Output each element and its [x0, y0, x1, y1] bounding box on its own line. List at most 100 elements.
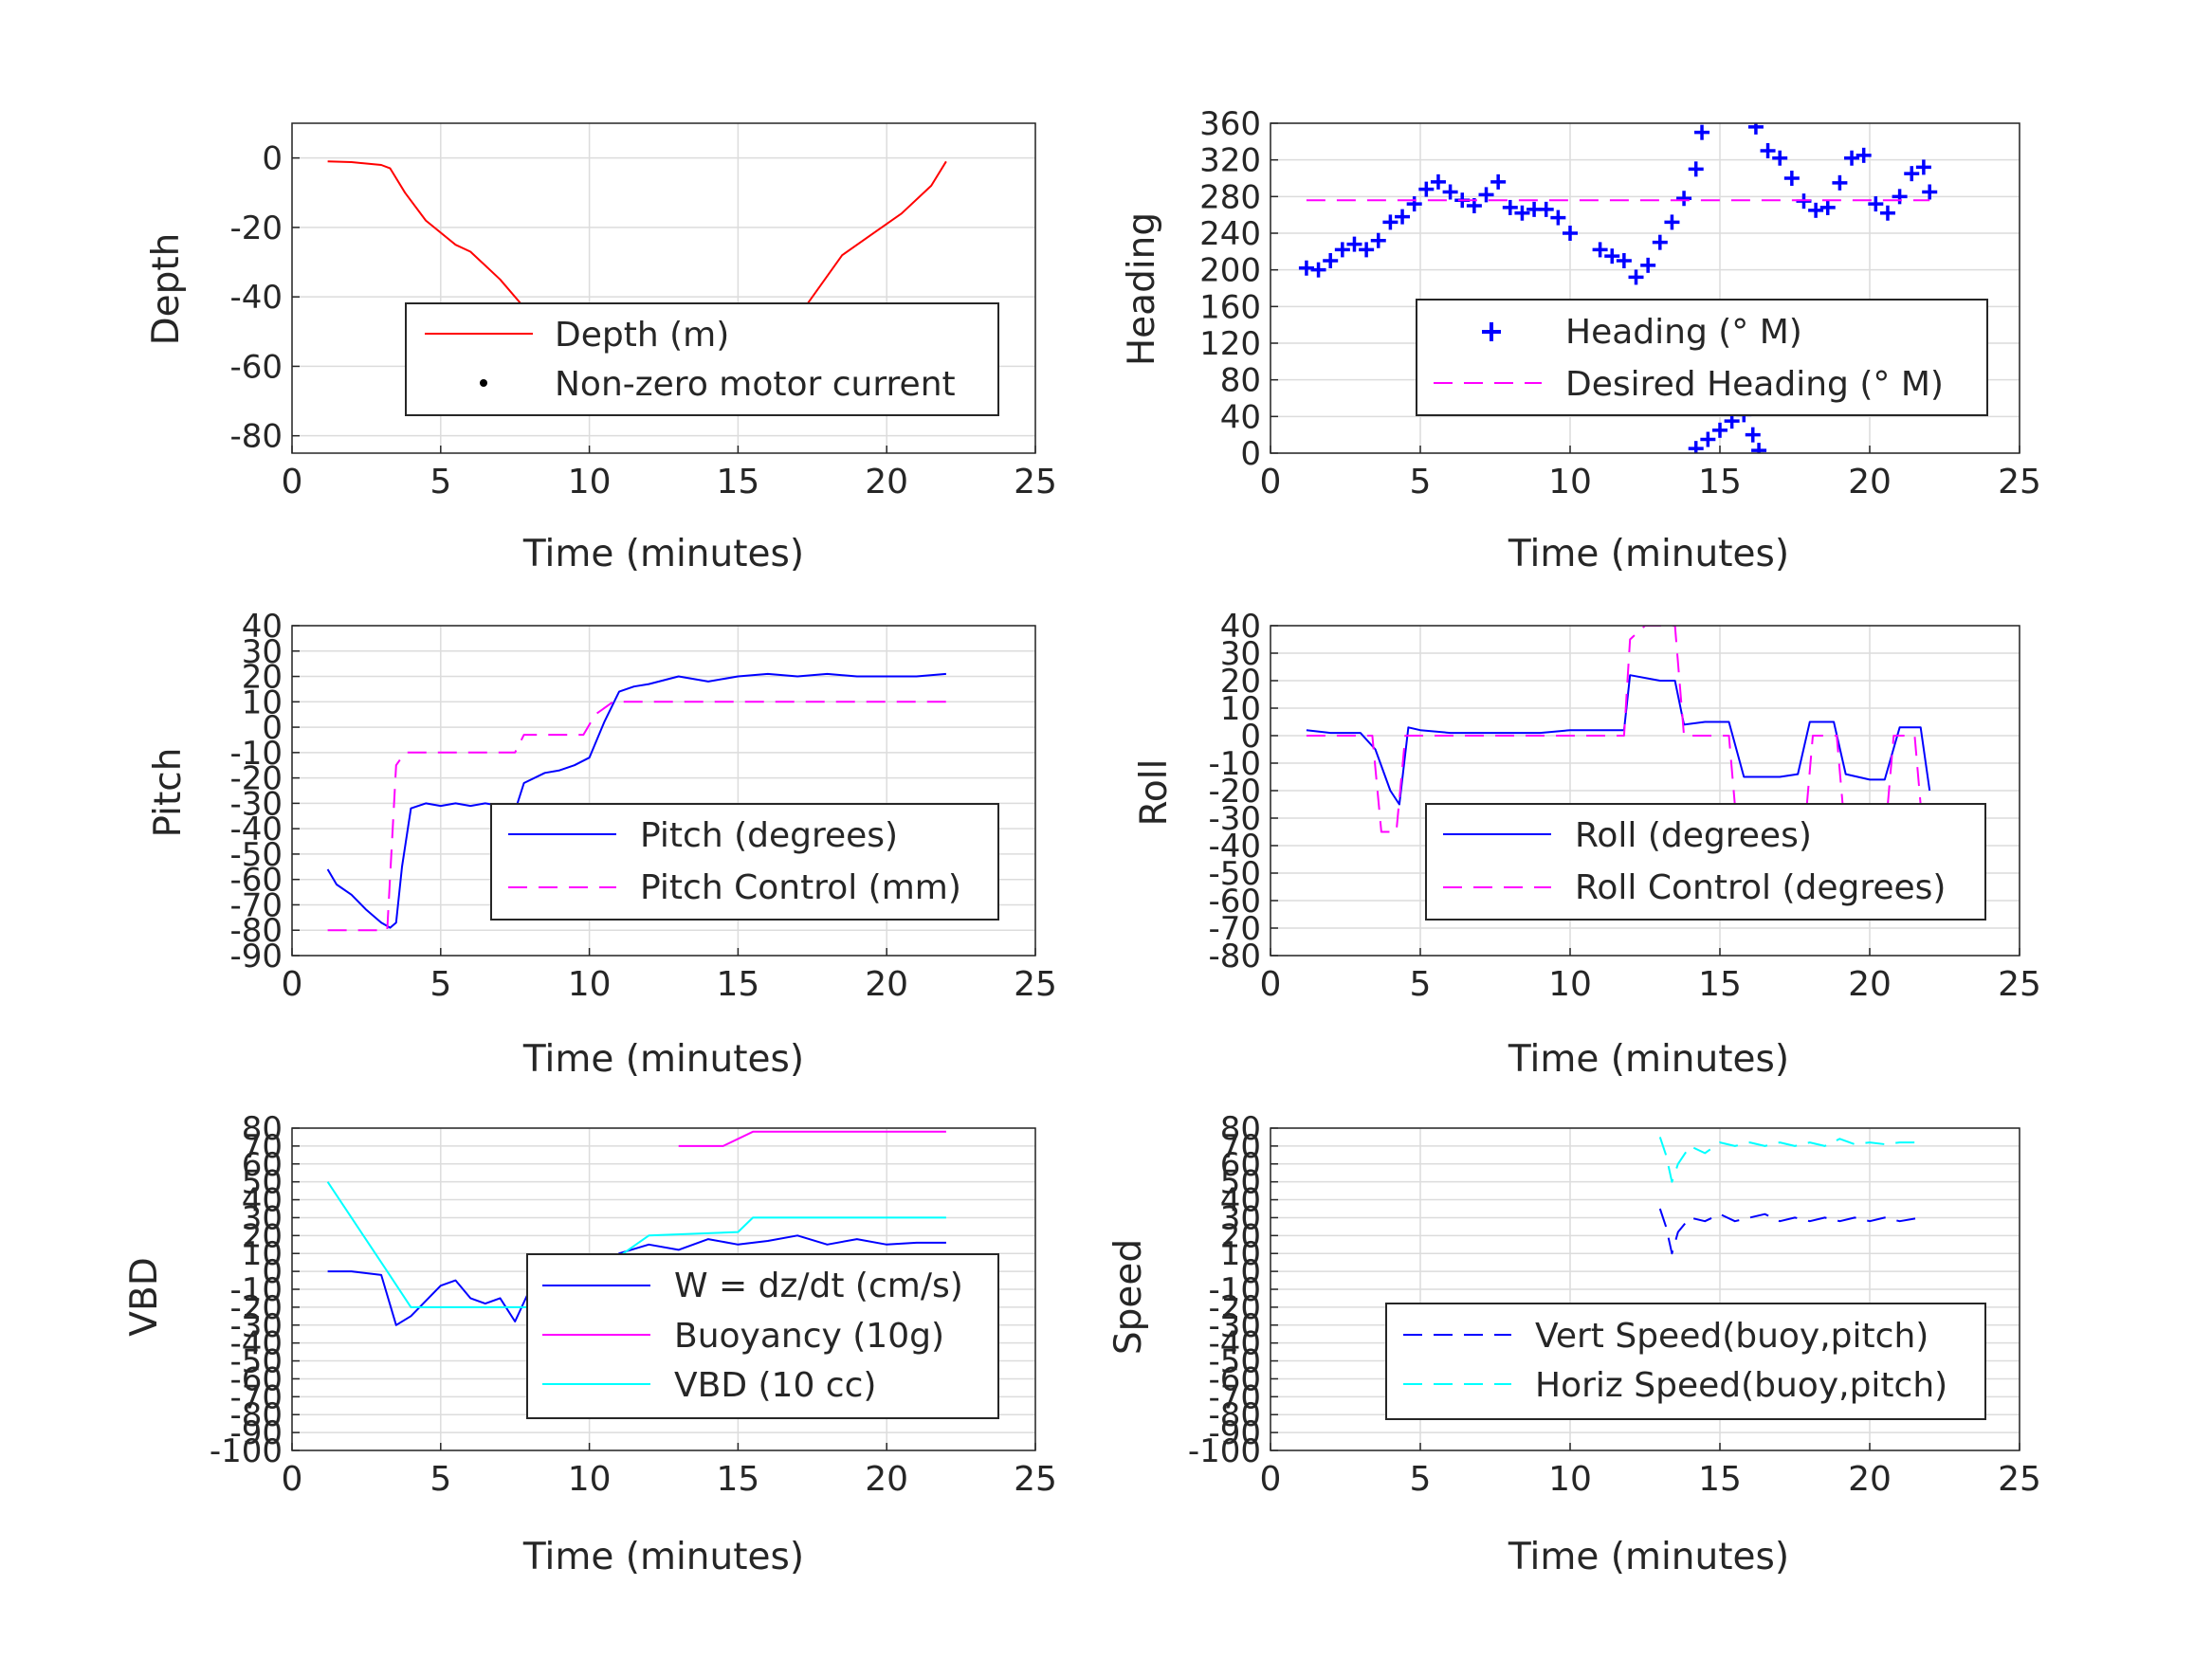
x-tick-label: 25 — [1014, 1460, 1057, 1499]
legend-label-pitch-control: Pitch Control (mm) — [640, 868, 961, 907]
y-tick-label: -20 — [1208, 773, 1261, 811]
legend-label-buoyancy: Buoyancy (10g) — [674, 1317, 944, 1356]
series-speed-1 — [1658, 1137, 1921, 1183]
data-point-plus — [1346, 236, 1362, 252]
y-tick-label: -80 — [1208, 938, 1261, 975]
y-tick-label: 40 — [1220, 608, 1261, 646]
y-tick-label: -70 — [1208, 910, 1261, 948]
y-tick-label: -50 — [1208, 1343, 1261, 1381]
data-point-plus — [1832, 174, 1848, 191]
xlabel-pitch: Time (minutes) — [522, 1038, 804, 1081]
x-tick-label: 15 — [716, 463, 759, 501]
x-tick-label: 15 — [716, 965, 759, 1004]
y-tick-label: -90 — [229, 938, 283, 975]
y-tick-label: -90 — [1208, 1414, 1261, 1452]
data-point-plus — [1430, 173, 1446, 190]
data-point-plus — [1514, 205, 1530, 221]
x-tick-label: 5 — [430, 965, 451, 1004]
y-tick-label: -60 — [229, 1360, 283, 1398]
legend-label-depth: Depth (m) — [555, 316, 729, 355]
y-tick-label: 70 — [1220, 1128, 1261, 1166]
legend-vbd: W = dz/dt (cm/s) Buoyancy (10g) VBD (10 … — [526, 1253, 999, 1419]
data-point-plus — [1395, 209, 1411, 225]
data-point-plus — [1688, 161, 1704, 177]
x-tick-label: 20 — [1848, 965, 1892, 1004]
y-tick-label: 0 — [1240, 435, 1261, 473]
x-tick-label: 0 — [1260, 965, 1282, 1004]
data-point-plus — [1676, 191, 1692, 207]
y-tick-label: 60 — [1220, 1146, 1261, 1184]
data-point-plus — [1478, 187, 1494, 203]
y-tick-label: 20 — [242, 659, 283, 697]
x-tick-label: 20 — [865, 463, 908, 501]
x-tick-label: 0 — [282, 463, 303, 501]
y-tick-label: 40 — [242, 1182, 283, 1220]
legend-label-horiz: Horiz Speed(buoy,pitch) — [1535, 1366, 1947, 1405]
y-tick-label: -50 — [1208, 855, 1261, 893]
data-point-plus — [1323, 253, 1339, 268]
panel-speed: 0 5 10 15 20 25-100-90-80-70-60-50-40-30-20-1… — [1107, 1110, 2041, 1578]
y-tick-label: 70 — [242, 1128, 283, 1166]
series-heading-0 — [1298, 123, 1938, 453]
x-tick-label: 25 — [1998, 1460, 2041, 1499]
y-tick-label: 360 — [1199, 105, 1261, 143]
legend-label-vbd: VBD (10 cc) — [674, 1366, 876, 1405]
y-tick-label: -10 — [229, 735, 283, 773]
axes-frame — [291, 625, 1036, 957]
legend-label-w: W = dz/dt (cm/s) — [674, 1267, 963, 1305]
y-tick-label: -20 — [229, 1289, 283, 1327]
y-tick-label: -40 — [229, 279, 283, 317]
y-tick-label: -20 — [229, 760, 283, 798]
x-tick-label: 25 — [1998, 463, 2041, 501]
data-point-plus — [1688, 441, 1704, 453]
ylabel-depth: Depth — [145, 233, 188, 346]
x-tick-label: 25 — [1014, 965, 1057, 1004]
y-tick-label: 30 — [242, 633, 283, 671]
panel-pitch: 0 5 10 15 20 25-90-80-70-60-50-40-30-20-10010… — [147, 608, 1057, 1081]
y-tick-label: 0 — [1240, 718, 1261, 756]
y-tick-label: 40 — [1220, 398, 1261, 436]
data-point-plus — [1298, 260, 1314, 276]
y-tick-label: 240 — [1199, 215, 1261, 253]
y-tick-label: -60 — [229, 348, 283, 386]
y-tick-label: 20 — [1220, 663, 1261, 701]
y-tick-label: 60 — [242, 1146, 283, 1184]
y-tick-label: 10 — [242, 684, 283, 721]
y-tick-label: -80 — [1208, 1396, 1261, 1434]
data-point-plus — [1904, 166, 1920, 182]
data-point-plus — [1844, 150, 1860, 166]
y-tick-label: -10 — [229, 1271, 283, 1309]
x-tick-label: 0 — [1260, 1460, 1282, 1499]
y-tick-label: 80 — [1220, 1110, 1261, 1148]
y-tick-label: -30 — [229, 1307, 283, 1345]
data-point-plus — [1538, 201, 1554, 217]
data-point-plus — [1628, 269, 1644, 285]
x-tick-label: 15 — [1698, 1460, 1742, 1499]
y-tick-label: -30 — [1208, 1307, 1261, 1345]
data-point-plus — [1550, 210, 1566, 226]
series-pitch-1 — [327, 701, 946, 932]
data-point-plus — [1892, 189, 1908, 205]
y-tick-label: -90 — [229, 1414, 283, 1452]
y-tick-label: 40 — [242, 608, 283, 646]
data-point-plus — [1747, 123, 1764, 135]
series-line — [327, 701, 946, 932]
y-tick-label: -20 — [1208, 1289, 1261, 1327]
x-tick-label: 10 — [568, 1460, 612, 1499]
data-point-plus — [1604, 248, 1620, 264]
y-tick-label: 50 — [1220, 1164, 1261, 1202]
y-tick-label: -10 — [1208, 1271, 1261, 1309]
data-point-plus — [1922, 184, 1938, 200]
x-tick-label: 0 — [282, 1460, 303, 1499]
data-point-plus — [1652, 234, 1668, 250]
legend-box — [1416, 299, 1988, 416]
x-tick-label: 10 — [1548, 965, 1592, 1004]
axes-frame — [291, 122, 1036, 454]
legend-heading: Heading (° M) Desired Heading (° M) — [1416, 299, 1988, 416]
data-point-plus — [1616, 253, 1632, 268]
y-tick-label: 50 — [242, 1164, 283, 1202]
y-tick-label: 200 — [1199, 252, 1261, 290]
x-tick-label: 0 — [282, 965, 303, 1004]
x-tick-label: 20 — [865, 965, 908, 1004]
legend-label-pitch: Pitch (degrees) — [640, 816, 898, 855]
